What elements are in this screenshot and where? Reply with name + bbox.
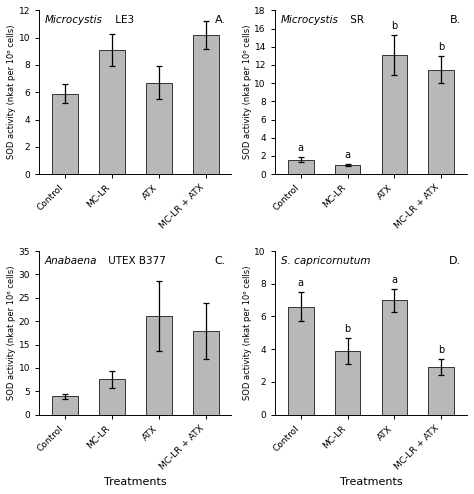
Text: B.: B. [450, 15, 461, 25]
Text: SR: SR [347, 15, 364, 25]
Text: LE3: LE3 [112, 15, 134, 25]
Bar [146, 316, 172, 414]
Bar [288, 307, 313, 414]
Text: a: a [392, 275, 397, 285]
Y-axis label: SOD activity (nkat per 10⁶ cells): SOD activity (nkat per 10⁶ cells) [243, 25, 252, 160]
Text: a: a [345, 150, 350, 160]
Bar [99, 379, 125, 414]
Bar [146, 82, 172, 174]
Bar [428, 367, 454, 414]
Y-axis label: SOD activity (nkat per 10⁶ cells): SOD activity (nkat per 10⁶ cells) [243, 266, 252, 400]
Bar [193, 331, 219, 414]
X-axis label: Treatments: Treatments [104, 477, 167, 487]
Y-axis label: SOD activity (nkat per 10⁶ cells): SOD activity (nkat per 10⁶ cells) [7, 25, 16, 160]
Bar [382, 300, 407, 414]
Bar [335, 165, 360, 174]
Bar [52, 93, 78, 174]
Text: UTEX B377: UTEX B377 [105, 256, 166, 266]
X-axis label: Treatments: Treatments [340, 477, 402, 487]
Text: S. capricornutum: S. capricornutum [281, 256, 370, 266]
Bar [382, 55, 407, 174]
Text: b: b [438, 42, 445, 52]
Bar [288, 160, 313, 174]
Text: Anabaena: Anabaena [45, 256, 98, 266]
Text: C.: C. [214, 256, 226, 266]
Y-axis label: SOD activity (nkat per 10⁶ cells): SOD activity (nkat per 10⁶ cells) [7, 266, 16, 400]
Text: Microcystis: Microcystis [45, 15, 103, 25]
Bar [193, 35, 219, 174]
Text: A.: A. [215, 15, 226, 25]
Bar [335, 351, 360, 414]
Bar [52, 396, 78, 414]
Text: b: b [345, 324, 351, 333]
Text: a: a [298, 143, 304, 153]
Bar [99, 50, 125, 174]
Text: b: b [438, 345, 445, 355]
Text: D.: D. [449, 256, 461, 266]
Text: b: b [391, 21, 398, 31]
Text: a: a [298, 278, 304, 288]
Text: Microcystis: Microcystis [281, 15, 338, 25]
Bar [428, 70, 454, 174]
